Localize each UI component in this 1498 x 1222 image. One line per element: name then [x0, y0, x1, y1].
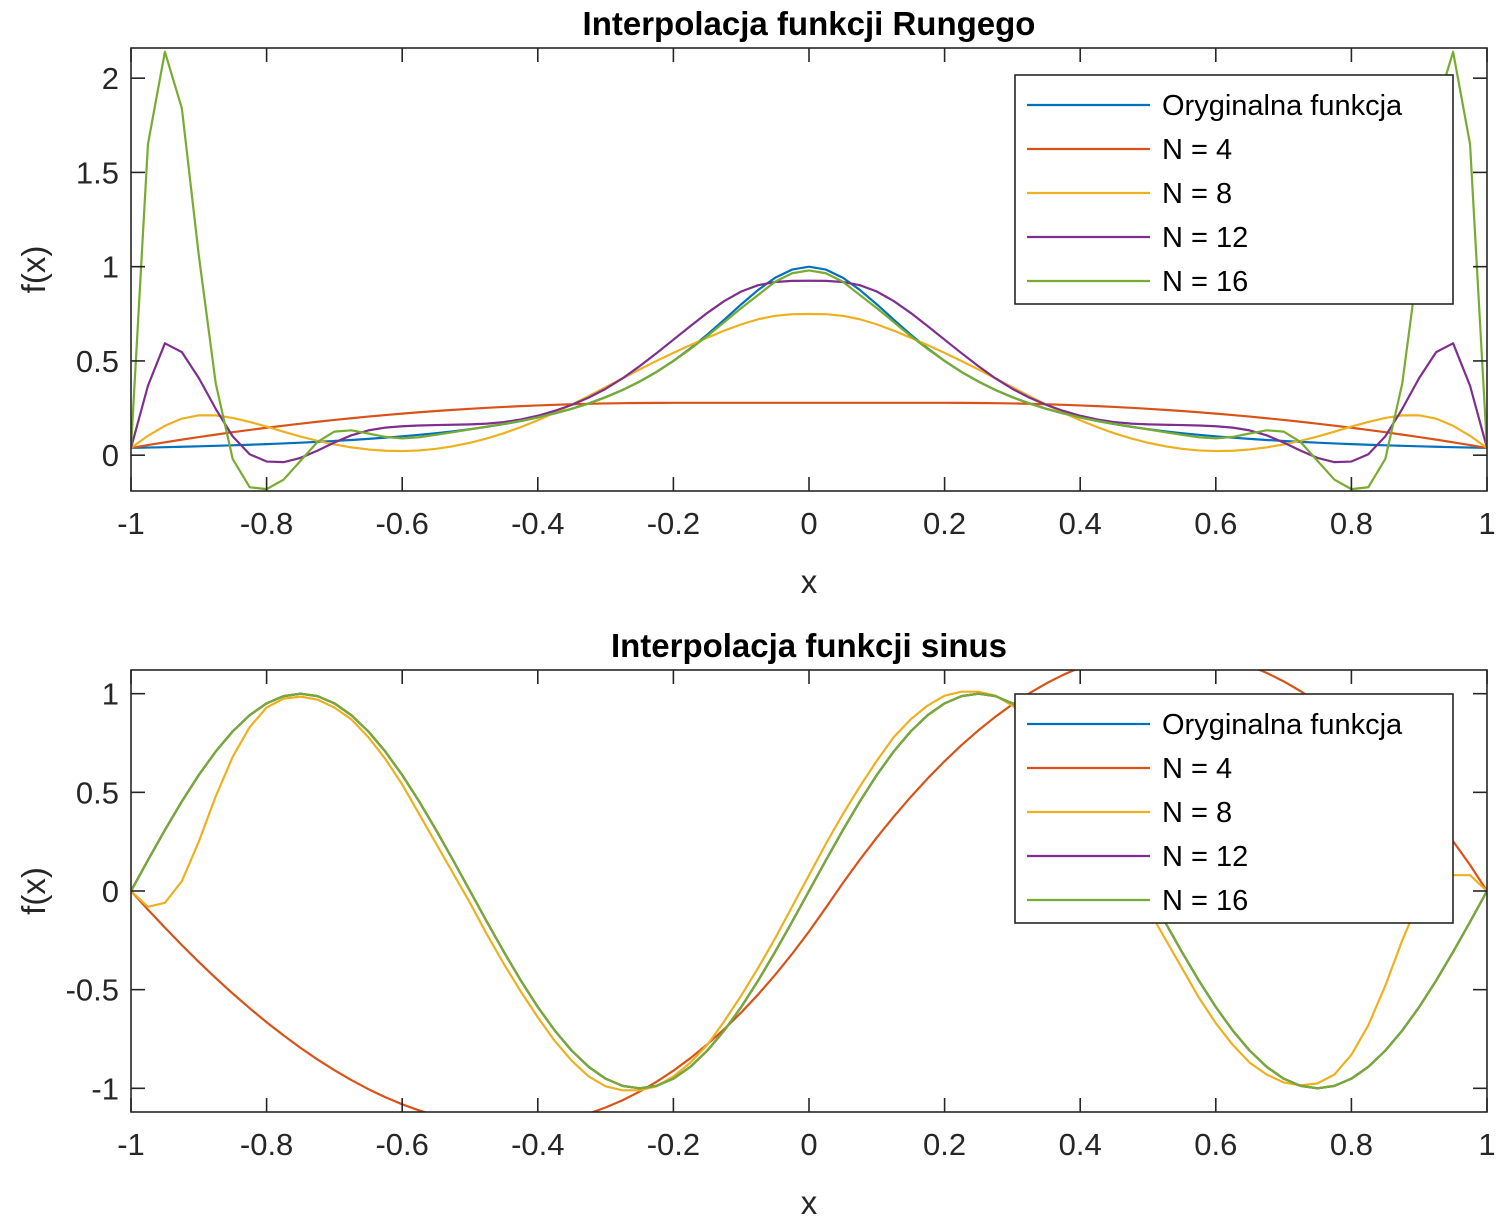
series-line-3	[131, 690, 1487, 1092]
y-tick-label: 0.5	[76, 344, 119, 379]
x-tick-label: -0.6	[375, 506, 428, 541]
series-line-3	[131, 312, 1487, 453]
chart-title: Interpolacja funkcji sinus	[611, 627, 1007, 664]
x-tick-label: -1	[117, 1127, 145, 1162]
legend-label: Oryginalna funkcja	[1162, 90, 1403, 122]
x-tick-label: -0.2	[647, 1127, 700, 1162]
x-tick-label: -0.4	[511, 1127, 564, 1162]
legend-label: N = 8	[1162, 178, 1232, 210]
series-line-2	[131, 401, 1487, 450]
legend-label: N = 4	[1162, 753, 1232, 785]
y-tick-label: 2	[102, 61, 119, 96]
x-tick-label: 0.2	[923, 1127, 966, 1162]
y-tick-label: 1.5	[76, 155, 119, 190]
legend-label: N = 12	[1162, 841, 1248, 873]
chart-panel-1: -1 -0.8 -0.6 -0.4 -0.2 0 0.2 0.4 0.6 0.8 1 0 0.5 1 1.5…	[15, 5, 1496, 600]
x-tick-label: 0	[800, 506, 817, 541]
y-tick-label: -1	[91, 1071, 119, 1106]
x-tick-label: 0.4	[1059, 506, 1102, 541]
x-tick-label: -1	[117, 506, 145, 541]
legend-label: N = 8	[1162, 797, 1232, 829]
series-line-1	[131, 265, 1487, 450]
x-tick-label: -0.4	[511, 506, 564, 541]
x-tick-label: 0	[800, 1127, 817, 1162]
chart-title: Interpolacja funkcji Rungego	[583, 5, 1036, 42]
y-axis-label: f(x)	[15, 867, 52, 915]
x-tick-label: 0.8	[1330, 1127, 1373, 1162]
x-tick-label: 0.6	[1194, 506, 1237, 541]
x-tick-label: 0.6	[1194, 1127, 1237, 1162]
legend: Oryginalna funkcja N = 4 N = 8 N = 12 N = 16	[1014, 74, 1454, 305]
y-tick-label: 1	[102, 677, 119, 712]
legend-label: N = 4	[1162, 134, 1232, 166]
x-tick-label: 1	[1478, 506, 1495, 541]
legend-box	[1014, 693, 1454, 924]
y-tick-label: 0.5	[76, 775, 119, 810]
x-axis-label: x	[801, 563, 818, 600]
x-tick-label: -0.8	[240, 1127, 293, 1162]
y-axis-label: f(x)	[15, 246, 52, 294]
legend-label: N = 16	[1162, 885, 1248, 917]
legend-label: N = 12	[1162, 222, 1248, 254]
x-tick-label: -0.2	[647, 506, 700, 541]
x-axis-label: x	[801, 1184, 818, 1221]
legend-label: N = 16	[1162, 266, 1248, 298]
y-tick-label: 0	[102, 874, 119, 909]
chart-panel-2: -1 -0.8 -0.6 -0.4 -0.2 0 0.2 0.4 0.6 0.8 1 -1 -0.5 0 0…	[15, 627, 1496, 1221]
y-tick-label: 1	[102, 250, 119, 285]
legend-box	[1014, 74, 1454, 305]
y-tick-label: 0	[102, 438, 119, 473]
x-tick-label: -0.6	[375, 1127, 428, 1162]
series-group	[131, 50, 1487, 491]
legend-label: Oryginalna funkcja	[1162, 709, 1403, 741]
x-tick-label: 1	[1478, 1127, 1495, 1162]
x-tick-label: 0.4	[1059, 1127, 1102, 1162]
x-tick-label: 0.2	[923, 506, 966, 541]
y-tick-label: -0.5	[66, 973, 119, 1008]
series-line-4	[131, 279, 1487, 464]
x-tick-label: -0.8	[240, 506, 293, 541]
series-line-5	[131, 692, 1487, 1090]
series-line-5	[131, 50, 1487, 491]
legend: Oryginalna funkcja N = 4 N = 8 N = 12 N = 16	[1014, 693, 1454, 924]
x-tick-label: 0.8	[1330, 506, 1373, 541]
